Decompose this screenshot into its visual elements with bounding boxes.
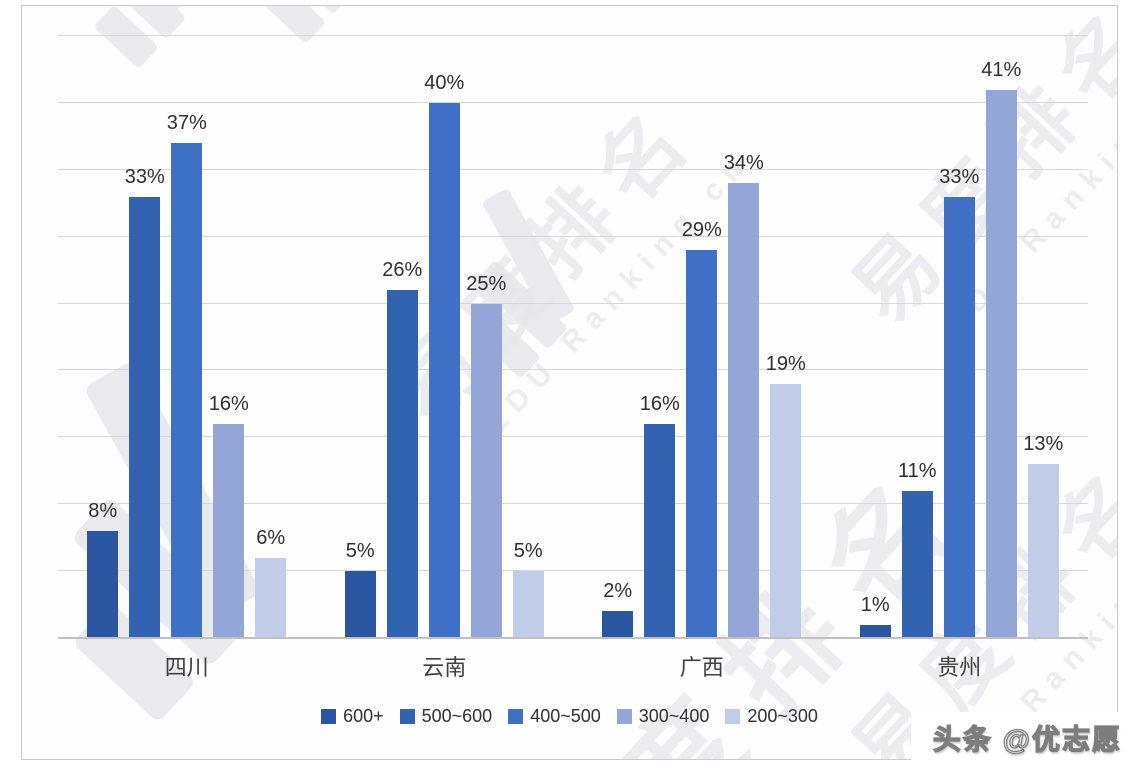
bar-value-label: 26% — [382, 259, 423, 282]
bar-value-label: 33% — [124, 165, 165, 188]
legend: 600+ 500~600 400~500 300~400 200~300 — [22, 706, 1117, 727]
legend-item: 400~500 — [508, 706, 601, 727]
legend-item: 300~400 — [616, 706, 710, 727]
bar-value-label: 5% — [513, 540, 543, 563]
bar — [344, 571, 376, 638]
bar-value-label: 2% — [603, 580, 633, 603]
bar — [255, 557, 287, 638]
x-axis-label: 四川 — [164, 655, 209, 680]
bar — [943, 196, 975, 638]
gridline — [58, 235, 1088, 237]
legend-swatch-icon — [399, 709, 415, 724]
gridline — [58, 168, 1088, 170]
bar — [985, 89, 1017, 638]
bar — [728, 183, 760, 638]
chart-frame: 易度排名 EDU Ranking cn 易度排名 EDU Ranking cn … — [21, 5, 1118, 760]
legend-label: 200~300 — [747, 706, 818, 726]
bar-value-label: 16% — [639, 392, 680, 415]
bar — [770, 383, 802, 638]
legend-label: 500~600 — [421, 706, 493, 726]
bar — [129, 196, 161, 638]
legend-item: 600+ — [321, 706, 384, 727]
bar — [859, 624, 891, 638]
legend-label: 600+ — [343, 706, 384, 726]
legend-swatch-icon — [321, 709, 337, 724]
bar — [686, 250, 718, 638]
attribution-badge: 头条 @优志愿 — [910, 712, 1136, 766]
legend-swatch-icon — [508, 709, 524, 724]
gridline — [58, 101, 1088, 103]
bar-value-label: 29% — [681, 219, 722, 242]
legend-swatch-icon — [616, 709, 632, 724]
gridline — [58, 503, 1088, 505]
x-axis-label: 云南 — [422, 655, 467, 680]
legend-item: 200~300 — [725, 706, 818, 727]
bar — [171, 143, 203, 638]
gridline — [58, 369, 1088, 371]
bar — [1027, 464, 1059, 638]
bar-value-label: 19% — [765, 352, 806, 375]
bar-value-label: 5% — [345, 540, 375, 563]
legend-item: 500~600 — [399, 706, 493, 727]
bar-value-label: 16% — [208, 392, 249, 415]
bar-value-label: 40% — [424, 71, 465, 94]
bar-value-label: 11% — [897, 459, 937, 482]
gridline — [58, 570, 1088, 572]
bar — [901, 490, 933, 638]
plot-area: 8% 33% 37% 16% 6% 四川 5% 26% 40% 25% 5% 云南 2% 16% 29% 34… — [58, 35, 1088, 680]
bar-value-label: 41% — [981, 58, 1022, 81]
bar-value-label: 34% — [723, 152, 764, 175]
bar-value-label: 1% — [860, 593, 890, 616]
bar-value-label: 37% — [166, 112, 207, 135]
bar — [87, 530, 119, 638]
bar-value-label: 13% — [1023, 433, 1064, 456]
x-axis-line — [58, 637, 1088, 639]
bar — [470, 303, 502, 638]
legend-swatch-icon — [725, 709, 741, 724]
legend-label: 400~500 — [530, 706, 601, 726]
gridline — [58, 35, 1088, 36]
bar — [602, 611, 634, 638]
bar — [512, 571, 544, 638]
x-axis-label: 广西 — [679, 655, 724, 680]
bar — [428, 102, 460, 638]
x-axis-label: 贵州 — [937, 655, 982, 680]
bar — [386, 290, 418, 638]
legend-label: 300~400 — [638, 706, 710, 726]
bar — [644, 423, 676, 638]
bar-value-label: 6% — [256, 526, 286, 549]
gridline — [58, 436, 1088, 438]
bar-value-label: 25% — [466, 272, 507, 295]
bar-value-label: 33% — [939, 165, 980, 188]
gridline — [58, 302, 1088, 304]
